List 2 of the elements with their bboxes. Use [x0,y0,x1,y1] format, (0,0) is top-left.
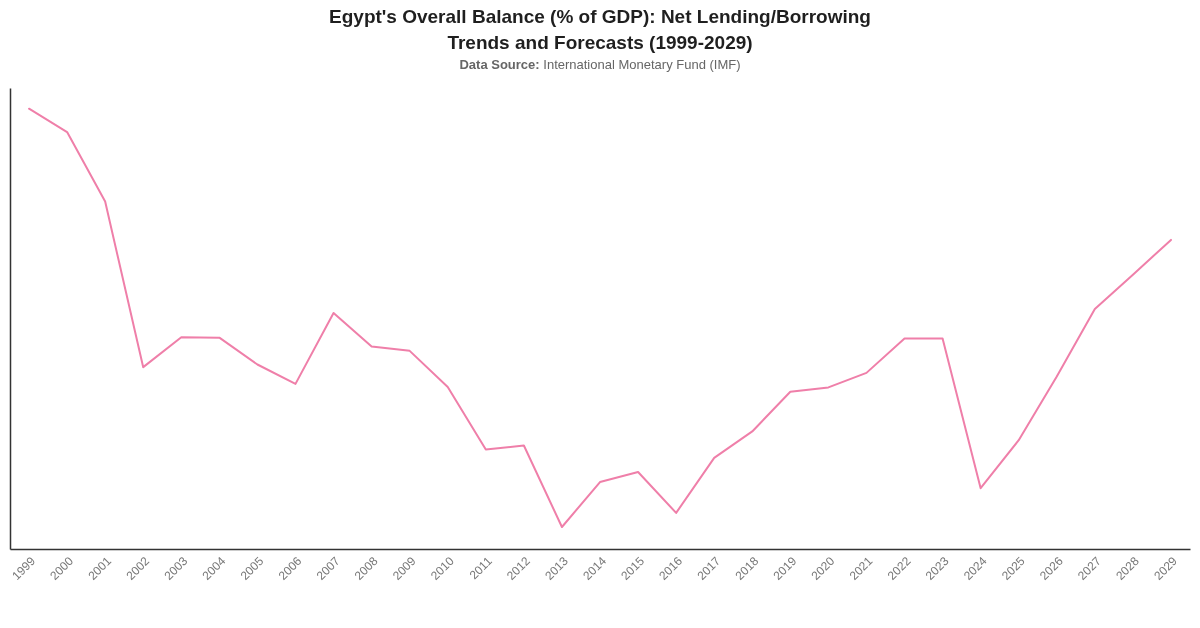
chart-title: Egypt's Overall Balance (% of GDP): Net Lending/Borrowing Trends and Forecasts (1999-2029) [328,5,872,55]
chart-subtitle: Data Source: International Monetary Fund (IMF) [459,57,741,72]
